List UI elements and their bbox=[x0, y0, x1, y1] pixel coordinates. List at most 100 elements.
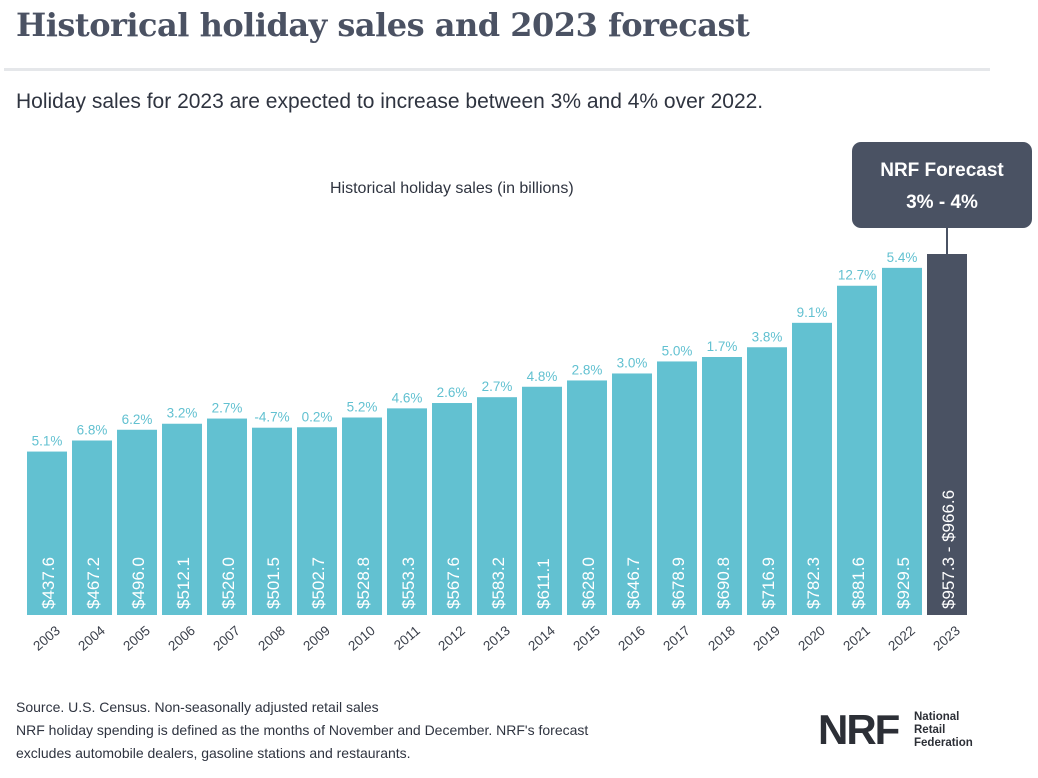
bar-2018 bbox=[702, 357, 742, 615]
growth-label-2011: 4.6% bbox=[392, 390, 423, 405]
x-tick-2006: 2006 bbox=[165, 623, 198, 654]
growth-label-2021: 12.7% bbox=[838, 268, 876, 283]
bar-2003 bbox=[27, 451, 67, 615]
growth-label-2010: 5.2% bbox=[347, 400, 378, 415]
bar-value-label-2015: $628.0 bbox=[579, 557, 598, 609]
bar-value-label-2009: $502.7 bbox=[309, 557, 328, 609]
chart-title: Historical holiday sales (in billions) bbox=[330, 180, 574, 197]
bar-2006 bbox=[162, 423, 202, 615]
bar-2022 bbox=[882, 267, 922, 615]
x-tick-2018: 2018 bbox=[705, 623, 738, 654]
callout-line1: NRF Forecast bbox=[880, 160, 1004, 181]
nrf-forecast-callout: NRF Forecast 3% - 4% bbox=[852, 142, 1032, 254]
x-tick-2022: 2022 bbox=[885, 623, 918, 654]
footer-definition: NRF holiday spending is defined as the m… bbox=[16, 722, 589, 738]
callout-line2: 3% - 4% bbox=[906, 192, 978, 213]
growth-label-2020: 9.1% bbox=[797, 305, 828, 320]
x-tick-2013: 2013 bbox=[480, 623, 513, 654]
bar-value-label-2019: $716.9 bbox=[759, 557, 778, 609]
x-tick-2012: 2012 bbox=[435, 623, 468, 654]
bar-2021 bbox=[837, 285, 877, 615]
growth-label-2015: 2.8% bbox=[572, 362, 603, 377]
footer-notes: Source. U.S. Census. Non-seasonally adju… bbox=[16, 696, 776, 765]
bar-2015 bbox=[567, 380, 607, 615]
bar-2012 bbox=[432, 403, 472, 615]
logo-mark: NRF bbox=[818, 706, 900, 753]
growth-label-2016: 3.0% bbox=[617, 355, 648, 370]
x-tick-2014: 2014 bbox=[525, 623, 558, 654]
callout-box bbox=[852, 142, 1032, 228]
bar-value-label-2012: $567.6 bbox=[444, 557, 463, 609]
bar-2007 bbox=[207, 418, 247, 615]
growth-label-2003: 5.1% bbox=[32, 434, 63, 449]
bar-value-label-2021: $881.6 bbox=[849, 557, 868, 609]
bar-value-label-2023: $957.3 - $966.6 bbox=[939, 490, 958, 609]
bar-2020 bbox=[792, 322, 832, 615]
page-title: Historical holiday sales and 2023 foreca… bbox=[16, 6, 750, 44]
bar-value-label-2014: $611.1 bbox=[534, 558, 553, 609]
forecast-bar-2023 bbox=[927, 254, 967, 615]
logo-wordmark: National Retail Federation bbox=[914, 711, 973, 750]
bar-2011 bbox=[387, 408, 427, 615]
logo-line-3: Federation bbox=[914, 737, 973, 749]
x-tick-2017: 2017 bbox=[660, 623, 693, 654]
nrf-logo: NRF National Retail Federation bbox=[818, 708, 1008, 752]
bar-value-label-2022: $929.5 bbox=[894, 557, 913, 609]
bar-2008 bbox=[252, 427, 292, 615]
bar-2017 bbox=[657, 361, 697, 615]
bar-value-label-2020: $782.3 bbox=[804, 557, 823, 609]
growth-label-2005: 6.2% bbox=[122, 412, 153, 427]
bar-value-label-2011: $553.3 bbox=[399, 557, 418, 609]
bars-group: $437.6 5.1% 2003 $467.2 6.8% 2004 $496.0 6.2% 20… bbox=[27, 250, 967, 654]
bar-value-label-2003: $437.6 bbox=[39, 557, 58, 609]
logo-line-1: National bbox=[914, 711, 960, 723]
x-tick-2015: 2015 bbox=[570, 623, 603, 654]
growth-label-2018: 1.7% bbox=[707, 339, 738, 354]
growth-label-2013: 2.7% bbox=[482, 379, 513, 394]
title-divider bbox=[4, 68, 990, 71]
bar-value-label-2010: $528.8 bbox=[354, 557, 373, 609]
growth-label-2017: 5.0% bbox=[662, 343, 693, 358]
growth-label-2022: 5.4% bbox=[887, 250, 918, 265]
x-tick-2008: 2008 bbox=[255, 623, 288, 654]
page-subtitle: Holiday sales for 2023 are expected to i… bbox=[16, 90, 764, 113]
growth-label-2008: -4.7% bbox=[254, 410, 289, 425]
growth-label-2004: 6.8% bbox=[77, 423, 108, 438]
x-tick-2004: 2004 bbox=[75, 623, 108, 654]
bar-2010 bbox=[342, 417, 382, 615]
bar-2005 bbox=[117, 429, 157, 615]
x-tick-2016: 2016 bbox=[615, 623, 648, 654]
x-tick-2009: 2009 bbox=[300, 623, 333, 654]
bar-value-label-2004: $467.2 bbox=[84, 557, 103, 609]
bar-value-label-2017: $678.9 bbox=[669, 557, 688, 609]
x-tick-2021: 2021 bbox=[840, 623, 873, 654]
bar-value-label-2007: $526.0 bbox=[219, 557, 238, 609]
bar-value-label-2013: $583.2 bbox=[489, 557, 508, 609]
bar-2009 bbox=[297, 427, 337, 615]
footer-exclusions: excludes automobile dealers, gasoline st… bbox=[16, 745, 411, 761]
x-tick-2010: 2010 bbox=[345, 623, 378, 654]
holiday-sales-bar-chart: $437.6 5.1% 2003 $467.2 6.8% 2004 $496.0 6.2% 20… bbox=[27, 142, 1032, 654]
x-tick-2003: 2003 bbox=[30, 623, 63, 654]
growth-label-2019: 3.8% bbox=[752, 329, 783, 344]
bar-2014 bbox=[522, 386, 562, 615]
bar-value-label-2018: $690.8 bbox=[714, 557, 733, 609]
x-tick-2019: 2019 bbox=[750, 623, 783, 654]
growth-label-2006: 3.2% bbox=[167, 406, 198, 421]
bar-2016 bbox=[612, 373, 652, 615]
bar-2019 bbox=[747, 347, 787, 615]
growth-label-2007: 2.7% bbox=[212, 401, 243, 416]
x-tick-2007: 2007 bbox=[210, 623, 243, 654]
bar-2004 bbox=[72, 440, 112, 615]
x-tick-2011: 2011 bbox=[391, 623, 423, 653]
logo-line-2: Retail bbox=[914, 724, 946, 736]
bar-2013 bbox=[477, 397, 517, 615]
footer-source: Source. U.S. Census. Non-seasonally adju… bbox=[16, 699, 379, 715]
x-tick-2023: 2023 bbox=[930, 623, 963, 654]
bar-value-label-2016: $646.7 bbox=[624, 557, 643, 609]
bar-value-label-2005: $496.0 bbox=[129, 557, 148, 609]
x-tick-2005: 2005 bbox=[120, 623, 153, 654]
growth-label-2009: 0.2% bbox=[302, 409, 333, 424]
x-tick-2020: 2020 bbox=[795, 623, 828, 654]
bar-value-label-2008: $501.5 bbox=[264, 557, 283, 609]
